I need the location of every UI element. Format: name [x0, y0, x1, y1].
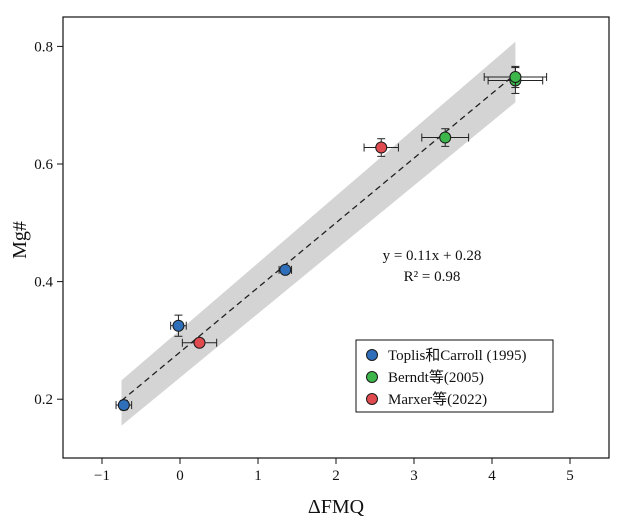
- legend-marker: [366, 393, 378, 405]
- legend-marker: [366, 349, 378, 361]
- fit-line-layer: [121, 73, 516, 402]
- x-tick-label: 5: [566, 468, 574, 484]
- confidence-band-layer: [121, 41, 516, 426]
- labels-layer: −1 0 1 2 3 4 5 0.2 0.4 0.6 0.8: [34, 39, 574, 484]
- data-point: [279, 263, 292, 276]
- data-point: [375, 141, 388, 154]
- legend-marker: [366, 371, 378, 383]
- axes-layer: [57, 16, 610, 464]
- legend-frame: [355, 339, 554, 413]
- data-point: [117, 399, 130, 412]
- data-point: [172, 319, 185, 332]
- r-squared-text: R² = 0.98: [404, 269, 461, 285]
- y-axis-title: Mg#: [9, 221, 31, 259]
- legend: Toplis和Carroll (1995) Berndt等(2005) Marxer…: [355, 339, 554, 413]
- data-point: [509, 70, 522, 83]
- legend-label: Toplis和Carroll (1995): [388, 347, 527, 364]
- y-tick-label: 0.4: [34, 275, 53, 291]
- equation-annotation: y = 0.11x + 0.28: [383, 248, 482, 264]
- legend-label: Marxer等(2022): [388, 390, 487, 408]
- equation-text: y = 0.11x + 0.28: [383, 248, 482, 264]
- x-tick-label: 4: [488, 468, 496, 484]
- x-tick-label: 3: [410, 468, 418, 484]
- series-2: [421, 65, 548, 147]
- series-3: [181, 138, 399, 349]
- data-point: [193, 336, 206, 349]
- series-1: [115, 263, 293, 412]
- r-squared-annotation: R² = 0.98: [404, 269, 461, 285]
- x-tick-label: 2: [332, 468, 340, 484]
- legend-label: Berndt等(2005): [388, 368, 484, 386]
- y-tick-label: 0.8: [34, 39, 53, 55]
- y-tick-label: 0.2: [34, 392, 53, 408]
- data-point: [439, 131, 452, 144]
- confidence-band: [121, 41, 516, 426]
- x-tick-label: 1: [254, 468, 262, 484]
- data-points-layer: [115, 65, 548, 412]
- y-tick-label: 0.6: [34, 157, 53, 173]
- x-tick-label: −1: [94, 468, 110, 484]
- x-tick-label: 0: [176, 468, 184, 484]
- x-axis-title: ΔFMQ: [308, 496, 365, 518]
- fit-line: [121, 73, 516, 402]
